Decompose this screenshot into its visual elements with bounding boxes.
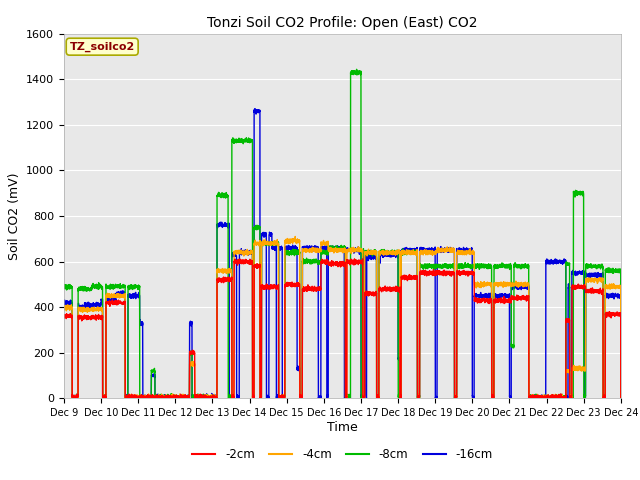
Legend: -2cm, -4cm, -8cm, -16cm: -2cm, -4cm, -8cm, -16cm [187, 443, 498, 466]
X-axis label: Time: Time [327, 421, 358, 434]
Title: Tonzi Soil CO2 Profile: Open (East) CO2: Tonzi Soil CO2 Profile: Open (East) CO2 [207, 16, 477, 30]
Y-axis label: Soil CO2 (mV): Soil CO2 (mV) [8, 172, 20, 260]
Text: TZ_soilco2: TZ_soilco2 [70, 42, 135, 52]
